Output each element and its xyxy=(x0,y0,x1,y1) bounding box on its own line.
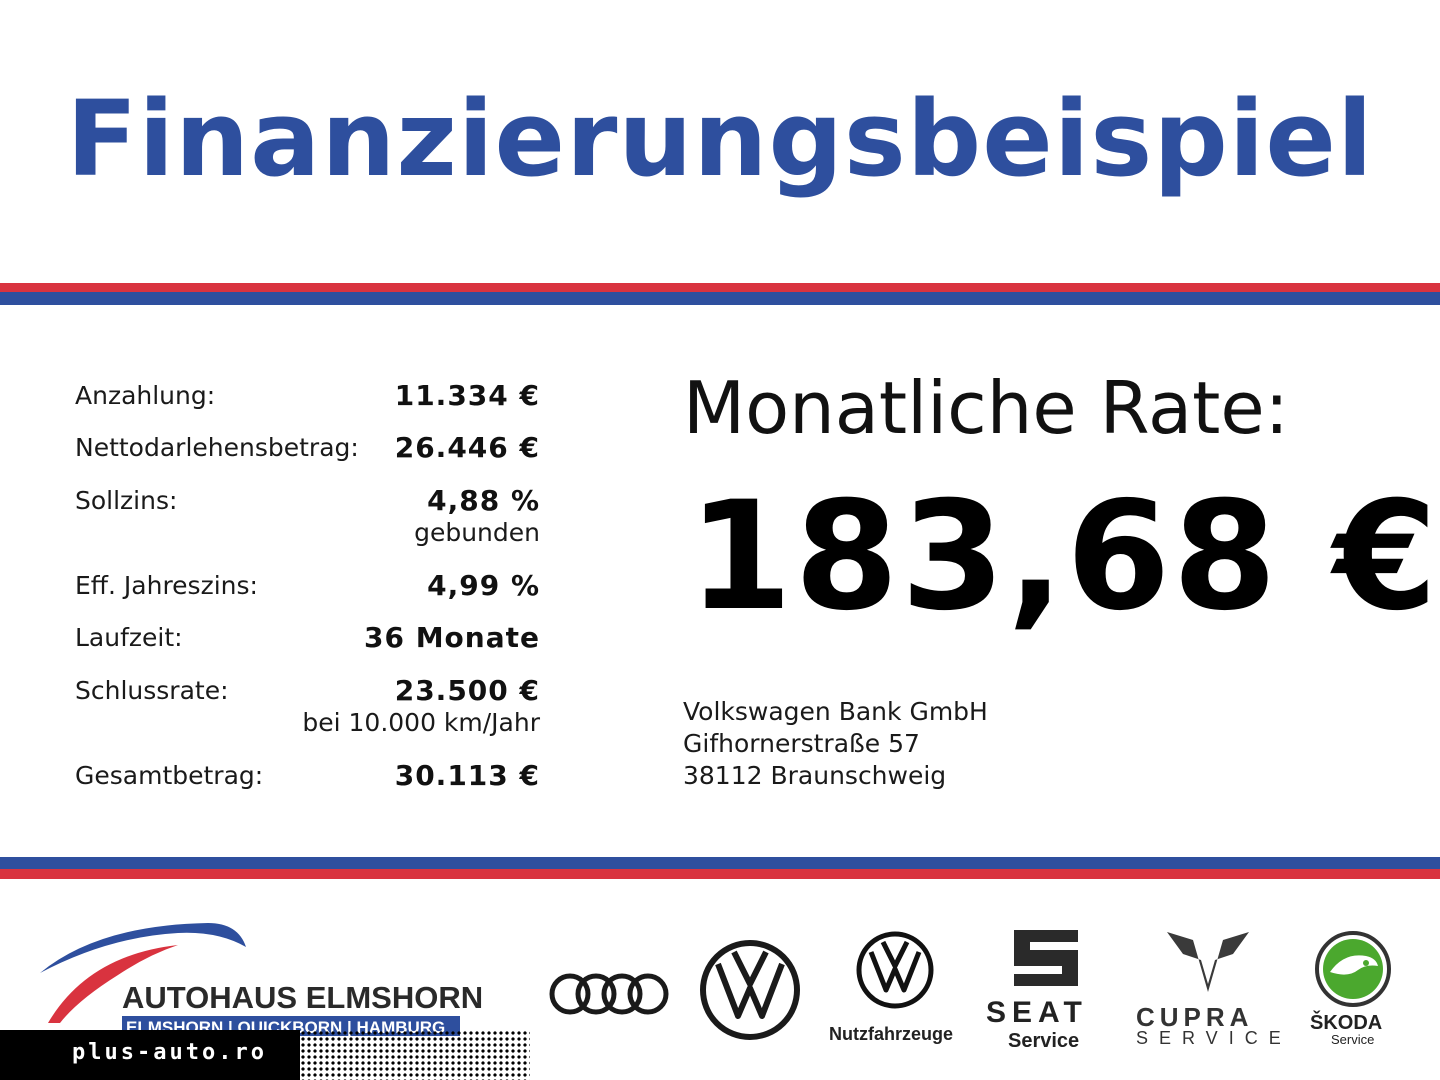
label-schlussrate: Schlussrate: xyxy=(75,676,229,705)
divider-blue-top xyxy=(0,292,1440,305)
sub-schlussrate: bei 10.000 km/Jahr xyxy=(302,708,540,737)
skoda-service: Service xyxy=(1331,1032,1375,1047)
bank-city: 38112 Braunschweig xyxy=(683,761,947,790)
label-sollzins: Sollzins: xyxy=(75,486,178,515)
value-laufzeit: 36 Monate xyxy=(363,621,540,654)
value-gesamtbetrag: 30.113 € xyxy=(394,759,540,792)
cupra-logo-icon xyxy=(1167,932,1249,992)
bank-street: Gifhornerstraße 57 xyxy=(683,729,920,758)
watermark-bar xyxy=(0,1030,300,1080)
value-schlussrate: 23.500 € xyxy=(394,674,540,707)
value-jahreszins: 4,99 % xyxy=(427,569,540,602)
watermark-dots xyxy=(300,1030,530,1080)
skoda-wordmark: ŠKODA xyxy=(1310,1012,1383,1034)
skoda-logo-icon xyxy=(1315,931,1391,1007)
value-nettodarlehensbetrag: 26.446 € xyxy=(394,431,540,464)
label-anzahlung: Anzahlung: xyxy=(75,381,216,410)
seat-wordmark: SEAT xyxy=(986,996,1088,1029)
label-laufzeit: Laufzeit: xyxy=(75,623,183,652)
vw-logo-icon xyxy=(700,940,800,1040)
seat-logo-icon xyxy=(1014,930,1078,986)
cupra-service: SERVICE xyxy=(1136,1028,1292,1048)
dealer-swoosh-icon xyxy=(40,923,246,1023)
watermark-text: plus-auto.ro xyxy=(72,1040,267,1065)
label-gesamtbetrag: Gesamtbetrag: xyxy=(75,761,264,790)
seat-service: Service xyxy=(1008,1030,1080,1052)
page-title: Finanzierungsbeispiel xyxy=(66,78,1374,200)
value-sollzins: 4,88 % xyxy=(427,484,540,517)
label-nettodarlehensbetrag: Nettodarlehensbetrag: xyxy=(75,433,359,462)
monthly-rate-value: 183,68 € xyxy=(688,470,1440,644)
cupra-wordmark: CUPRA xyxy=(1136,1002,1254,1032)
sub-sollzins: gebunden xyxy=(414,518,540,547)
dealer-name: AUTOHAUS ELMSHORN xyxy=(122,980,484,1015)
monthly-rate-label: Monatliche Rate: xyxy=(683,366,1289,450)
divider-red-top xyxy=(0,283,1440,292)
vwn-label: Nutzfahrzeuge xyxy=(829,1024,954,1044)
audi-rings-icon xyxy=(549,973,669,1015)
divider-red-bottom xyxy=(0,869,1440,879)
vw-nutzfahrzeuge-icon xyxy=(856,931,934,1009)
value-anzahlung: 11.334 € xyxy=(394,379,540,412)
bank-name: Volkswagen Bank GmbH xyxy=(683,697,988,726)
divider-blue-bottom xyxy=(0,857,1440,869)
label-jahreszins: Eff. Jahreszins: xyxy=(75,571,258,600)
